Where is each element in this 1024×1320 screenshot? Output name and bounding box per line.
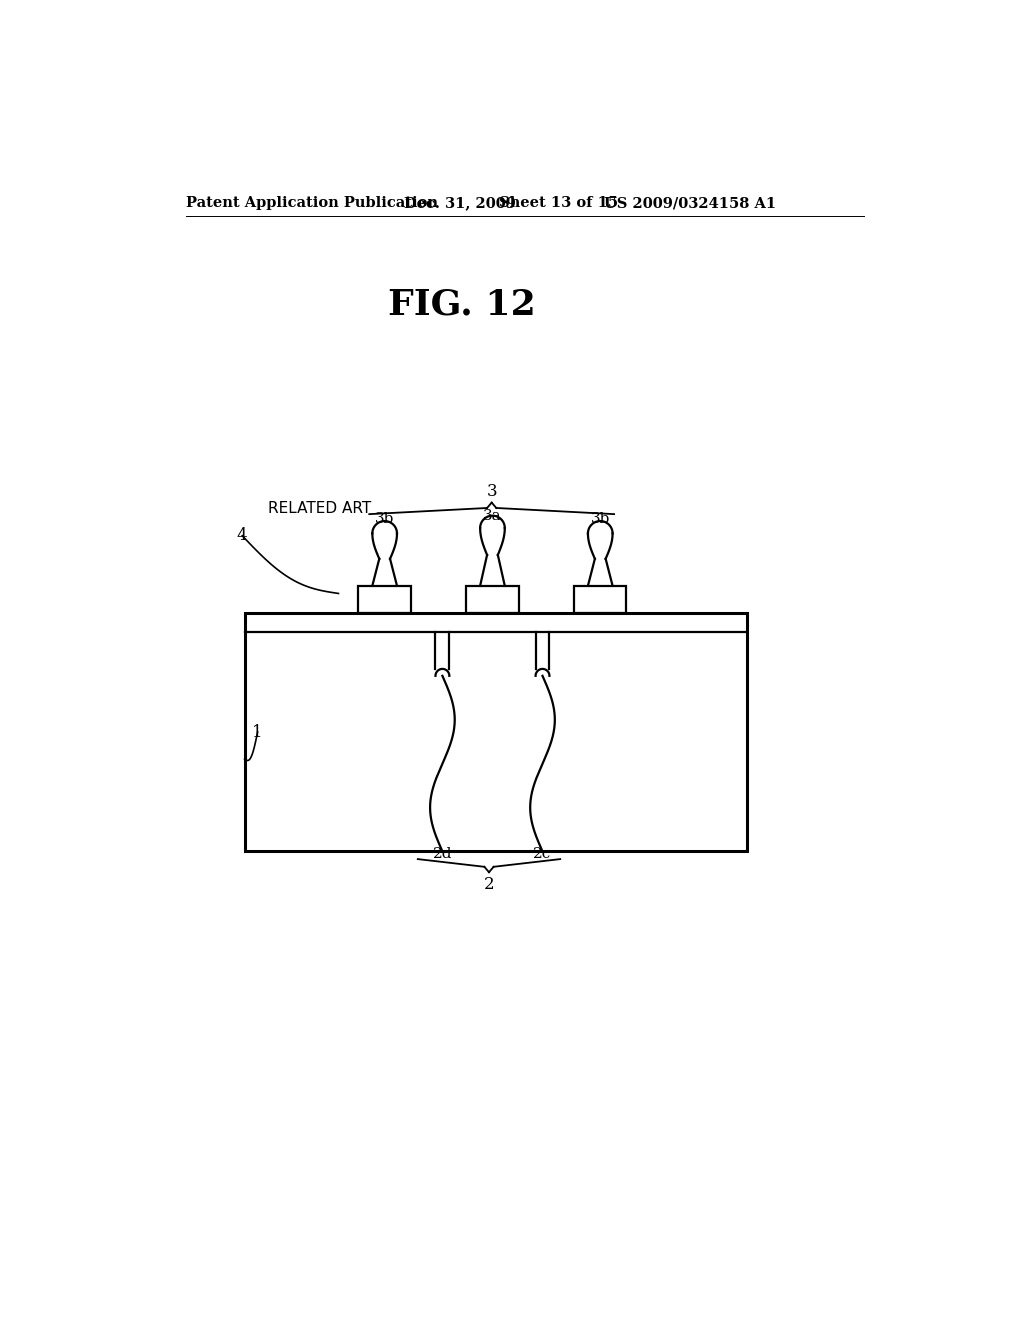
Text: 4: 4 (237, 527, 248, 544)
Text: 3a: 3a (483, 510, 502, 524)
Text: Patent Application Publication: Patent Application Publication (186, 197, 438, 210)
Text: 2c: 2c (534, 846, 552, 861)
Text: 3b: 3b (591, 512, 610, 525)
Text: 3b: 3b (375, 512, 394, 525)
Text: RELATED ART: RELATED ART (267, 502, 371, 516)
Text: 2: 2 (483, 876, 495, 894)
Text: 2d: 2d (433, 846, 453, 861)
Text: US 2009/0324158 A1: US 2009/0324158 A1 (604, 197, 776, 210)
Text: Sheet 13 of 15: Sheet 13 of 15 (499, 197, 617, 210)
Text: Dec. 31, 2009: Dec. 31, 2009 (403, 197, 516, 210)
Text: FIG. 12: FIG. 12 (388, 288, 536, 322)
Text: 1: 1 (252, 723, 263, 741)
Text: 3: 3 (486, 483, 497, 500)
